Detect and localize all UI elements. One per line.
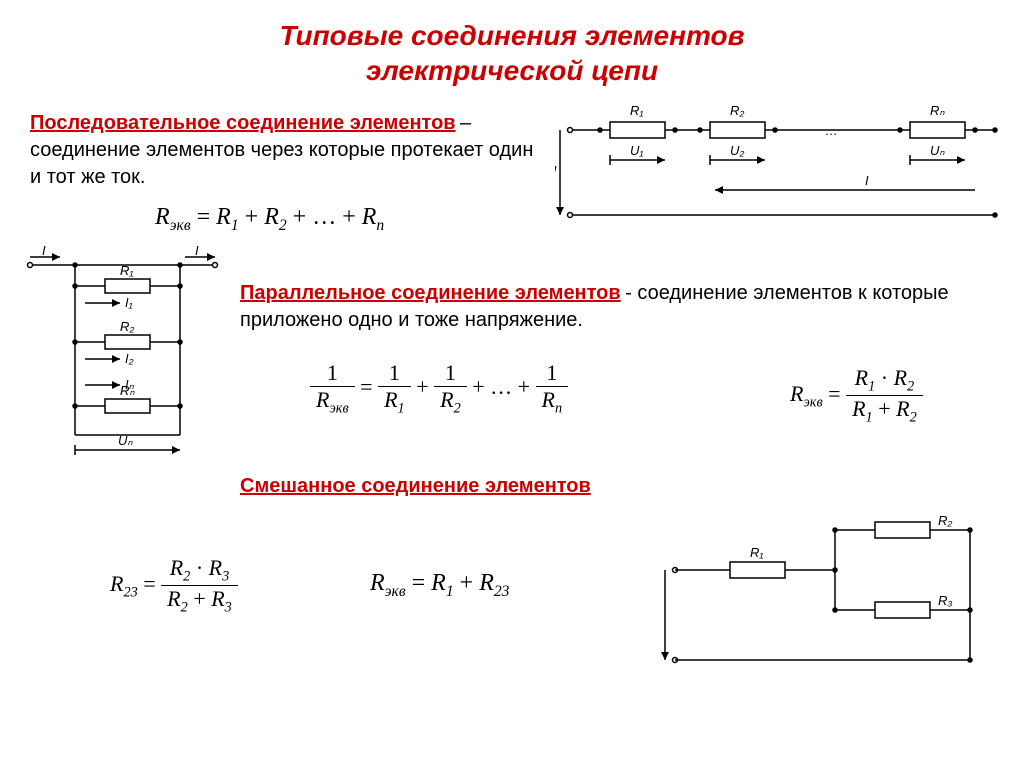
series-text-block: Последовательное соединение элементов – … [30,110,540,191]
svg-text:…: … [825,123,838,138]
svg-text:I₁: I₁ [125,295,133,310]
svg-text:I: I [42,245,46,258]
svg-text:R₁: R₁ [630,103,644,118]
svg-text:U: U [555,163,557,178]
page-title: Типовые соединения элементов электрическ… [0,0,1024,88]
mixed-diagram: R₁ R₂ R₃ U [660,510,1000,680]
svg-text:U₁: U₁ [630,143,644,158]
parallel-heading: Параллельное соединение элементов [240,282,621,304]
svg-text:R₂: R₂ [120,319,134,334]
series-heading: Последовательное соединение элементов [30,112,456,134]
series-formula: Rэкв = R1 + R2 + … + Rn [155,204,384,235]
title-line1: Типовые соединения элементов [279,20,744,51]
svg-text:R₂: R₂ [938,513,952,528]
svg-text:Iₙ: Iₙ [125,377,135,392]
svg-text:R₂: R₂ [730,103,744,118]
svg-text:Rₙ: Rₙ [930,103,945,118]
svg-text:Uₙ: Uₙ [118,433,133,448]
svg-text:U₂: U₂ [730,143,744,158]
svg-text:I: I [865,173,869,188]
parallel-formula-1: 1Rэкв = 1R1 + 1R2 + … + 1Rn [310,360,568,417]
mixed-formula-2: Rэкв = R1 + R23 [370,570,509,601]
svg-text:R₁: R₁ [120,263,134,278]
svg-text:R₁: R₁ [750,545,764,560]
svg-text:Uₙ: Uₙ [930,143,945,158]
parallel-diagram: I I R₁ R₂ Rₙ I₁ I₂ Iₙ Uₙ [20,245,230,470]
parallel-text-block: Параллельное соединение элементов - соед… [240,280,980,334]
mixed-heading: Смешанное соединение элементов [240,475,591,498]
svg-text:R₃: R₃ [938,593,953,608]
mixed-formula-1: R23 = R2 · R3R2 + R3 [110,555,238,617]
parallel-formula-2: Rэкв = R1 · R2R1 + R2 [790,365,923,427]
series-diagram: R₁ R₂ Rₙ U₁ U₂ Uₙ … U I [555,100,1005,240]
title-line2: электрической цепи [366,55,658,86]
svg-text:I₂: I₂ [125,351,134,366]
svg-text:I: I [195,245,199,258]
